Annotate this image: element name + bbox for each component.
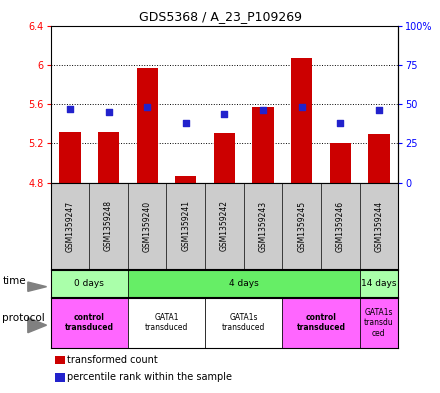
Bar	[368, 134, 389, 183]
Point	[105, 109, 112, 115]
Text: time: time	[2, 275, 26, 286]
Bar	[282, 298, 359, 348]
Text: GSM1359247: GSM1359247	[66, 200, 74, 252]
Bar	[253, 107, 274, 183]
Bar	[359, 298, 398, 348]
Text: GSM1359242: GSM1359242	[220, 200, 229, 252]
Text: GSM1359245: GSM1359245	[297, 200, 306, 252]
Text: GSM1359243: GSM1359243	[259, 200, 268, 252]
Bar	[98, 132, 119, 183]
Text: GSM1359241: GSM1359241	[181, 200, 190, 252]
Text: GATA1
transduced: GATA1 transduced	[145, 313, 188, 332]
Text: GSM1359244: GSM1359244	[374, 200, 383, 252]
Point	[298, 104, 305, 110]
Bar	[291, 58, 312, 183]
Polygon shape	[28, 282, 47, 291]
Bar	[59, 132, 81, 183]
Text: protocol: protocol	[2, 312, 45, 323]
Text: control
transduced: control transduced	[297, 313, 345, 332]
Text: 14 days: 14 days	[361, 279, 396, 288]
Bar	[175, 176, 196, 183]
Bar	[51, 270, 128, 297]
Text: GSM1359246: GSM1359246	[336, 200, 345, 252]
Text: GSM1359248: GSM1359248	[104, 200, 113, 252]
Bar	[330, 143, 351, 183]
Point	[260, 107, 267, 114]
Point	[66, 106, 73, 112]
Point	[375, 107, 382, 114]
Text: GSM1359240: GSM1359240	[143, 200, 152, 252]
Point	[143, 104, 150, 110]
Bar	[214, 132, 235, 183]
Bar	[128, 298, 205, 348]
Bar	[51, 298, 128, 348]
Text: GATA1s
transduced: GATA1s transduced	[222, 313, 265, 332]
Text: percentile rank within the sample: percentile rank within the sample	[67, 372, 232, 382]
Text: 4 days: 4 days	[229, 279, 259, 288]
Bar	[128, 270, 359, 297]
Bar	[205, 298, 282, 348]
Text: control
transduced: control transduced	[65, 313, 114, 332]
Point	[337, 120, 344, 126]
Point	[221, 110, 228, 117]
Bar	[359, 270, 398, 297]
Bar	[136, 68, 158, 183]
Text: transformed count: transformed count	[67, 354, 158, 365]
Polygon shape	[28, 318, 47, 333]
Text: 0 days: 0 days	[74, 279, 104, 288]
Text: GDS5368 / A_23_P109269: GDS5368 / A_23_P109269	[139, 10, 301, 23]
Point	[182, 120, 189, 126]
Text: GATA1s
transdu
ced: GATA1s transdu ced	[364, 308, 394, 338]
